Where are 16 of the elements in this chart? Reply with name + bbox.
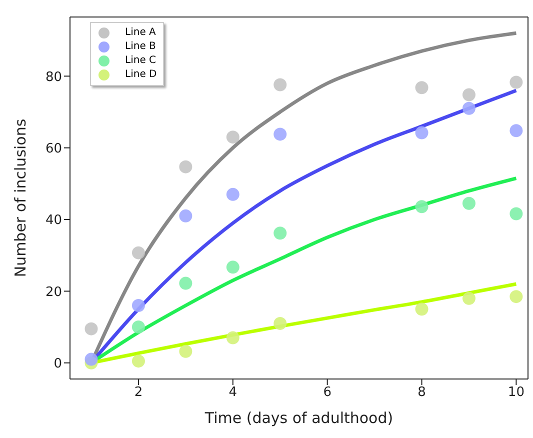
y-tick-label: 40 (45, 213, 62, 228)
x-tick-label: 8 (418, 385, 426, 400)
y-tick-label: 80 (45, 70, 62, 85)
x-tick-label: 10 (508, 385, 524, 400)
x-tick-label: 6 (323, 385, 332, 400)
legend-label: Line D (125, 68, 157, 82)
x-tick-label: 2 (134, 385, 143, 400)
legend-label: Line C (125, 54, 156, 68)
y-tick-label: 0 (54, 356, 62, 372)
y-axis-title: Number of inclusions (11, 118, 30, 278)
y-tick-label: 60 (45, 141, 62, 156)
x-axis-title: Time (days of adulthood) (204, 409, 394, 427)
x-tick-label: 4 (228, 385, 238, 400)
legend-label: Line A (125, 26, 156, 40)
y-tick-label: 20 (45, 284, 62, 300)
legend-label: Line B (125, 40, 156, 54)
